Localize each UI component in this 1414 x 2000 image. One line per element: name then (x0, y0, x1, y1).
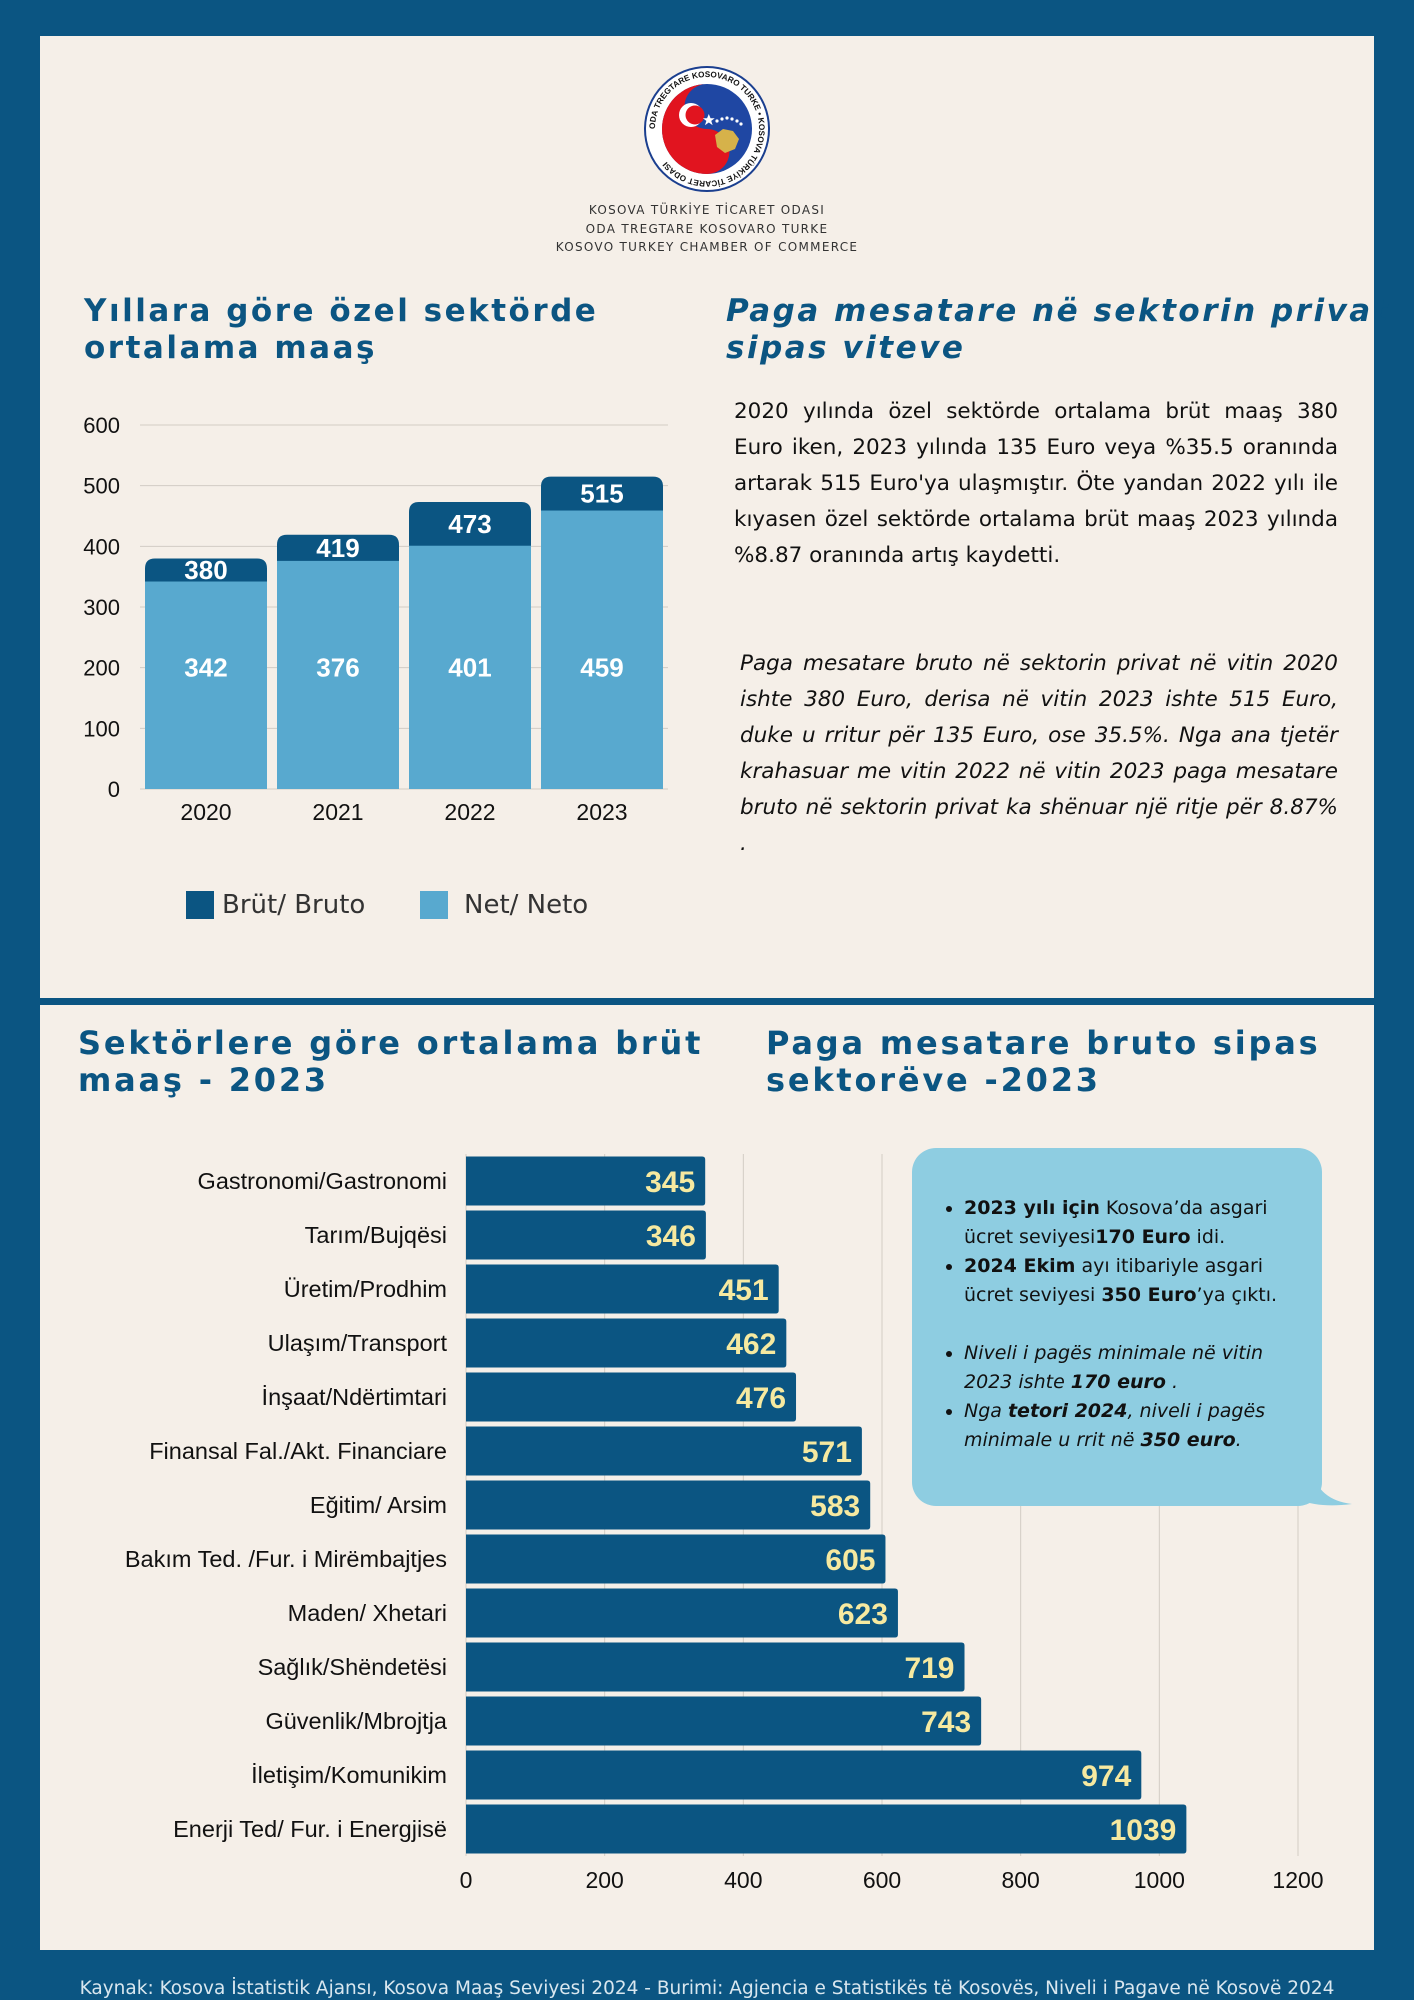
bar-label-bruto: 380 (184, 555, 227, 585)
sector-salary-chart: 0 200 400 600 800 1000 1200 345 Gastronomi/Gastr… (125, 1154, 1324, 1890)
y-tick-label: 100 (83, 716, 120, 741)
org-name-sq: ODA TREGTARE KOSOVARO TURKE (585, 222, 829, 236)
x-tick-label: 1000 (1134, 1867, 1185, 1890)
bar-neto (277, 560, 399, 789)
y-tick-label: 0 (108, 777, 120, 802)
sector-category-label: Maden/ Xhetari (288, 1600, 447, 1626)
bar-neto (145, 581, 267, 789)
sector-bar (466, 1804, 1187, 1854)
legend-label-neto: Net/ Neto (464, 890, 589, 920)
sector-bar-label: 1039 (1110, 1814, 1177, 1847)
legend-neto: Net/ Neto (420, 890, 588, 920)
y-tick-label: 600 (83, 413, 120, 438)
sector-bar-label: 571 (802, 1436, 852, 1469)
y-tick-label: 400 (83, 534, 120, 559)
sector-category-label: Gastronomi/Gastronomi (198, 1168, 447, 1194)
x-tick-label: 2022 (444, 799, 495, 825)
y-tick-label: 300 (83, 595, 120, 620)
legend-bruto: Brüt/ Bruto (186, 890, 365, 920)
org-name-en: KOSOVO TURKEY CHAMBER OF COMMERCE (555, 240, 859, 254)
chamber-logo: ODA TREGTARE KOSOVARO TURKE • KOSOVA TÜR… (644, 66, 770, 192)
legend-swatch-bruto (186, 891, 214, 919)
yearly-salary-chart: 0 100 200 300 400 500 600 380 342 2020 419 376 2021 4… (83, 413, 668, 825)
sector-bar-label: 623 (838, 1598, 888, 1631)
x-tick-label: 400 (724, 1867, 762, 1890)
org-name-tr: KOSOVA TÜRKİYE TİCARET ODASI (588, 203, 826, 217)
sector-bar-label: 462 (726, 1328, 776, 1361)
sector-category-label: Eğitim/ Arsim (310, 1492, 447, 1518)
legend-label-bruto: Brüt/ Bruto (222, 890, 366, 920)
x-tick-label: 600 (863, 1867, 901, 1890)
legend-swatch-neto (420, 891, 448, 919)
bottom-heading-sq: Paga mesatare bruto sipas sektorëve -2023 (766, 1024, 1321, 1099)
sector-bar-label: 451 (719, 1274, 769, 1307)
x-tick-label: 2023 (576, 799, 627, 825)
sector-category-label: Bakım Ted. /Fur. i Mirëmbajtjes (125, 1546, 447, 1572)
sector-category-label: Güvenlik/Mbrojtja (265, 1708, 447, 1734)
callout-bullet-3: Niveli i pagës minimale në vitin 2023 is… (964, 1339, 1302, 1397)
sector-bar-label: 743 (921, 1706, 971, 1739)
sector-bar (466, 1588, 898, 1638)
sector-bar-label: 605 (825, 1544, 875, 1577)
x-tick-label: 1200 (1272, 1867, 1323, 1890)
x-tick-label: 2020 (180, 799, 231, 825)
bar-label-bruto: 419 (316, 533, 359, 563)
bar-label-neto: 459 (580, 653, 623, 683)
sector-bar (466, 1534, 886, 1584)
source-footer: Kaynak: Kosova İstatistik Ajansı, Kosova… (79, 1978, 1335, 1999)
top-heading-sq: Paga mesatare në sektorin privat sipas vi… (726, 293, 1391, 366)
sector-bar-label: 345 (645, 1166, 695, 1199)
x-tick-label: 200 (585, 1867, 623, 1890)
y-tick-label: 500 (83, 474, 120, 499)
sector-bar (466, 1264, 779, 1314)
x-tick-label: 2021 (312, 799, 363, 825)
sector-category-label: Enerji Ted/ Fur. i Energjisë (173, 1816, 447, 1842)
bar-label-neto: 376 (316, 653, 359, 683)
sector-bar-label: 346 (646, 1220, 696, 1253)
bar-label-neto: 342 (184, 653, 227, 683)
sector-bar (466, 1210, 706, 1260)
sector-category-label: Tarım/Bujqësi (305, 1222, 447, 1248)
callout-bullet-4: Nga tetori 2024, niveli i pagës minimale… (964, 1397, 1302, 1455)
sector-category-label: Ulaşım/Transport (268, 1330, 448, 1356)
sector-bar (466, 1156, 706, 1206)
callout-bullet-1: 2023 yılı için Kosova’da asgari ücret se… (964, 1194, 1302, 1252)
minimum-wage-callout: 2023 yılı için Kosova’da asgari ücret se… (912, 1148, 1322, 1506)
sector-bar (466, 1480, 871, 1530)
x-tick-label: 0 (460, 1867, 473, 1890)
bar-label-bruto: 473 (448, 509, 491, 539)
sector-bar (466, 1318, 787, 1368)
sector-bar-label: 583 (810, 1490, 860, 1523)
sector-category-label: İletişim/Komunikim (251, 1762, 447, 1788)
bar-neto (541, 510, 663, 789)
sector-bar (466, 1426, 862, 1476)
sector-category-label: Üretim/Prodhim (284, 1276, 447, 1302)
callout-spacer (964, 1310, 1302, 1339)
sector-bar-label: 719 (904, 1652, 954, 1685)
bar-label-neto: 401 (448, 653, 491, 683)
sector-bar-label: 974 (1081, 1760, 1131, 1793)
sector-bar (466, 1642, 965, 1692)
bar-neto (409, 545, 531, 789)
x-tick-label: 800 (1001, 1867, 1039, 1890)
bar-label-bruto: 515 (580, 479, 623, 509)
sector-category-label: Sağlık/Shëndetësi (258, 1654, 447, 1680)
sector-category-label: İnşaat/Ndërtimtari (262, 1384, 447, 1410)
sector-bar (466, 1696, 982, 1746)
top-heading-tr: Yıllara göre özel sektörde ortalama maaş (84, 293, 599, 366)
sector-bar (466, 1750, 1142, 1800)
paragraph-tr: 2020 yılında özel sektörde ortalama brüt… (734, 399, 1338, 568)
top-panel (40, 36, 1374, 998)
paragraph-sq: Paga mesatare bruto në sektorin privat n… (740, 651, 1338, 856)
sector-category-label: Finansal Fal./Akt. Financiare (149, 1438, 447, 1464)
bottom-heading-tr: Sektörlere göre ortalama brüt maaş - 2023 (78, 1024, 704, 1099)
y-tick-label: 200 (83, 656, 120, 681)
sector-bar-label: 476 (736, 1382, 786, 1415)
callout-bullet-2: 2024 Ekim ayı itibariyle asgari ücret se… (964, 1252, 1302, 1310)
sector-bar (466, 1372, 797, 1422)
